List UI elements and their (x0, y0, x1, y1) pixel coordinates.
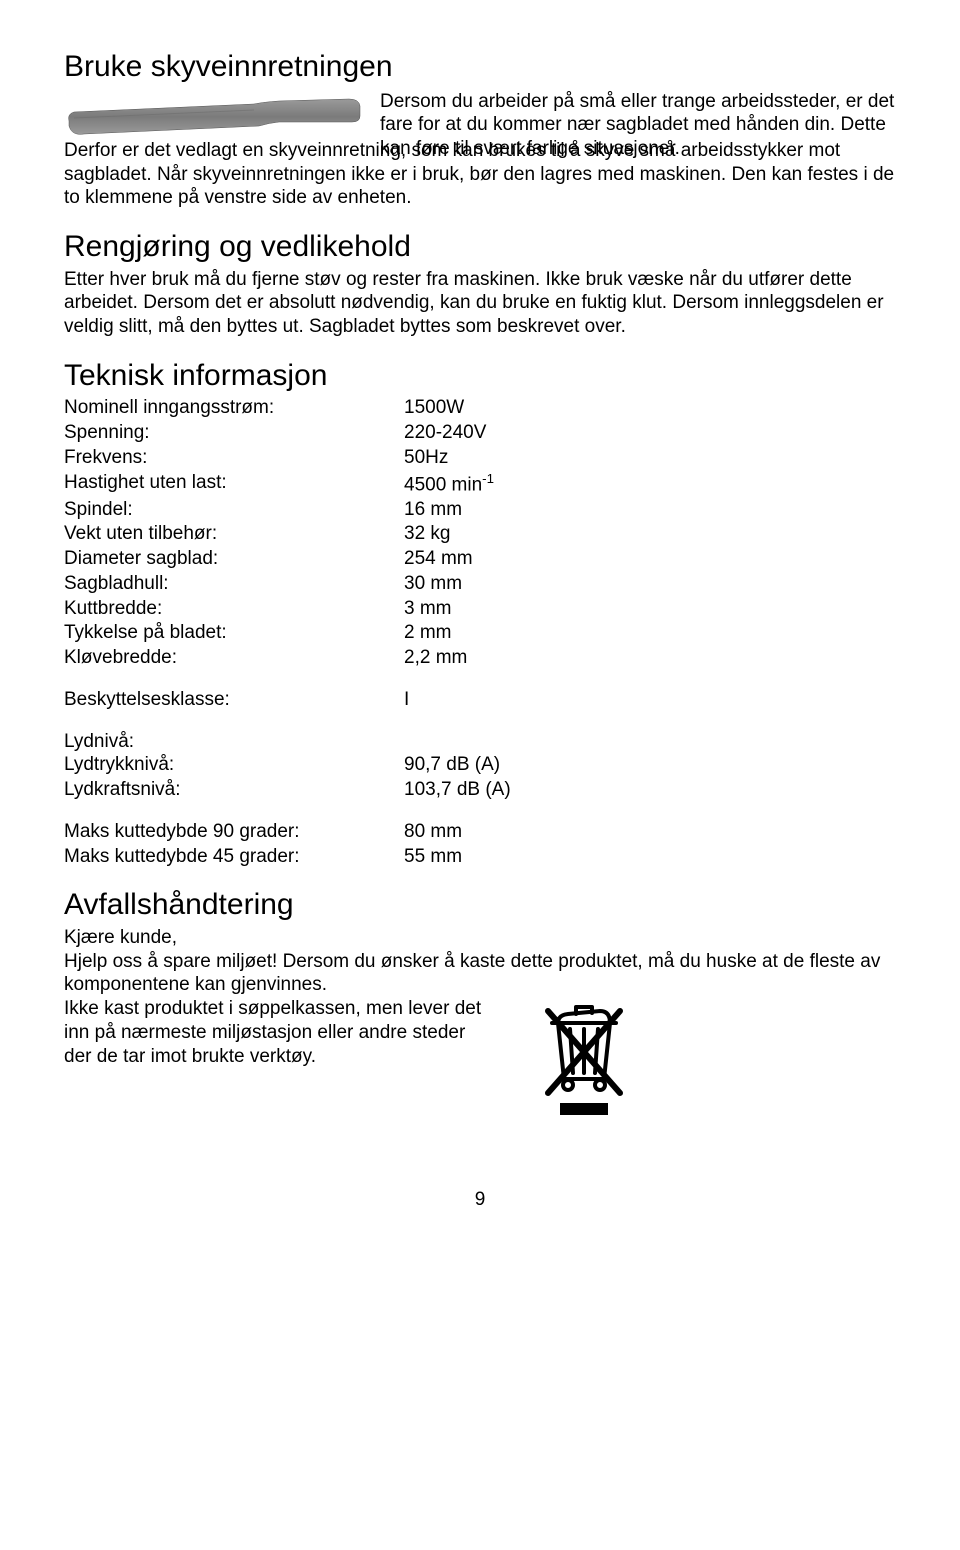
spec-value: 4500 min-1 (404, 471, 896, 497)
spec-value: 1500W (404, 396, 896, 420)
tech-specs-2: Beskyttelsesklasse:I (64, 688, 896, 712)
spec-value: 2 mm (404, 621, 896, 645)
spec-label: Nominell inngangsstrøm: (64, 396, 404, 420)
spec-label: Kløvebredde: (64, 646, 404, 670)
spec-value: 32 kg (404, 522, 896, 546)
waste-line2: Hjelp oss å spare miljøet! Dersom du øns… (64, 950, 896, 998)
spec-label: Kuttbredde: (64, 597, 404, 621)
spec-value: I (404, 688, 896, 712)
push-intro-cont-text: Derfor er det vedlagt en skyveinnretning… (64, 140, 894, 209)
spec-value: 103,7 dB (A) (404, 778, 896, 802)
page-number: 9 (64, 1188, 896, 1212)
spec-value: 2,2 mm (404, 646, 896, 670)
spec-value: 90,7 dB (A) (404, 753, 896, 777)
spec-value: 55 mm (404, 845, 896, 869)
spec-label: Beskyttelsesklasse: (64, 688, 404, 712)
push-heading: Bruke skyveinnretningen (64, 48, 896, 86)
spec-label: Maks kuttedybde 90 grader: (64, 820, 404, 844)
weee-icon (534, 997, 644, 1128)
spec-value: 220-240V (404, 421, 896, 445)
spec-value: 30 mm (404, 572, 896, 596)
spec-label: Lydkraftsnivå: (64, 778, 404, 802)
spec-label: Frekvens: (64, 446, 404, 470)
spec-value: 254 mm (404, 547, 896, 571)
spec-label: Tykkelse på bladet: (64, 621, 404, 645)
spec-value: 16 mm (404, 498, 896, 522)
spec-label: Sagbladhull: (64, 572, 404, 596)
push-intro-cont: Derfor er det vedlagt en skyveinnretning… (64, 139, 896, 210)
waste-heading: Avfallshåndtering (64, 886, 896, 924)
tech-specs-4: Maks kuttedybde 90 grader:80 mmMaks kutt… (64, 820, 896, 869)
spec-label: Spindel: (64, 498, 404, 522)
noise-heading: Lydnivå: (64, 730, 896, 754)
spec-value: 50Hz (404, 446, 896, 470)
clean-heading: Rengjøring og vedlikehold (64, 228, 896, 266)
spec-label: Lydtrykknivå: (64, 753, 404, 777)
spec-value: 80 mm (404, 820, 896, 844)
spec-label: Spenning: (64, 421, 404, 445)
clean-body: Etter hver bruk må du fjerne støv og res… (64, 268, 896, 339)
spec-label: Hastighet uten last: (64, 471, 404, 497)
spec-label: Maks kuttedybde 45 grader: (64, 845, 404, 869)
waste-line1: Kjære kunde, (64, 926, 896, 950)
spec-value: 3 mm (404, 597, 896, 621)
waste-block: Ikke kast produktet i søppelkassen, men … (64, 997, 896, 1128)
spec-label: Vekt uten tilbehør: (64, 522, 404, 546)
tech-specs-3: Lydtrykknivå:90,7 dB (A)Lydkraftsnivå:10… (64, 753, 896, 802)
tech-specs-1: Nominell inngangsstrøm:1500WSpenning:220… (64, 396, 896, 670)
waste-line3: Ikke kast produktet i søppelkassen, men … (64, 997, 494, 1068)
tech-heading: Teknisk informasjon (64, 357, 896, 395)
spec-label: Diameter sagblad: (64, 547, 404, 571)
